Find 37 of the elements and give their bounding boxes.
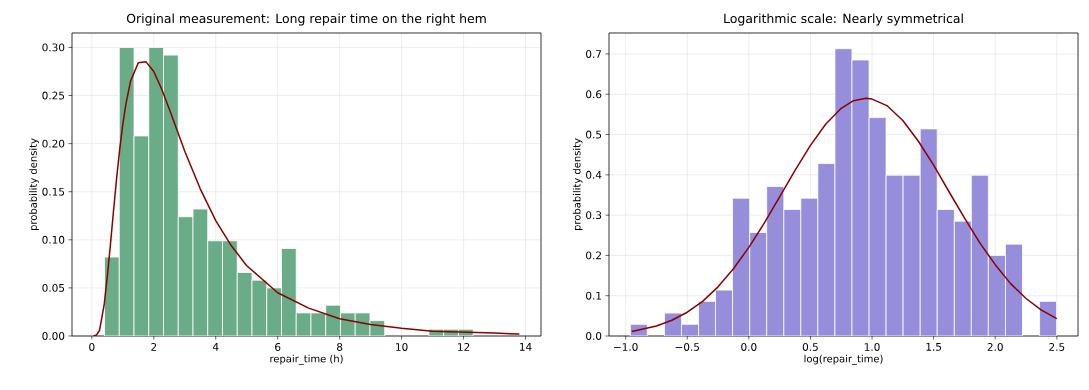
y-tick-label: 0.1 [586,291,602,300]
chart-title: Logarithmic scale: Nearly symmetrical [724,13,963,26]
y-tick-label: 0.05 [42,283,65,292]
x-tick-label: 2.5 [1049,343,1065,351]
x-tick-label: 1.5 [926,343,942,351]
y-tick-label: 0.3 [586,211,602,220]
x-tick-label: 0.5 [802,343,818,351]
x-tick-label: 12 [458,343,470,351]
y-axis-title: probability density [29,138,39,231]
x-tick-label: −0.5 [675,343,700,351]
x-axis-title: log(repair_time) [804,354,883,365]
y-tick-label: 0.20 [42,139,65,148]
y-tick-label: 0.2 [586,251,601,260]
y-tick-label: 0.6 [586,90,602,99]
y-tick-label: 0.00 [42,332,65,340]
y-tick-label: 0.5 [586,130,602,139]
y-tick-label: 0.15 [42,187,65,196]
x-tick-label: 1.0 [864,343,880,351]
x-tick-label: 0.0 [741,343,757,351]
x-tick-label: −1.0 [614,343,638,351]
x-tick-label: 2 [151,343,157,351]
y-tick-label: 0.0 [586,332,602,340]
y-tick-label: 0.10 [42,235,65,244]
y-tick-label: 0.25 [42,91,65,100]
x-axis-title: repair_time (h) [270,354,343,365]
y-tick-label: 0.30 [42,43,65,52]
y-tick-label: 0.4 [586,170,602,179]
x-tick-label: 0 [89,343,95,351]
x-tick-label: 2.0 [987,343,1003,351]
x-tick-label: 10 [396,343,408,351]
y-tick-label: 0.7 [586,49,602,58]
x-tick-label: 14 [520,343,532,351]
chart-title: Original measurement: Long repair time on the right hem [126,13,486,26]
x-tick-label: 4 [212,343,219,351]
x-tick-label: 8 [337,343,343,351]
x-tick-label: 6 [275,343,281,351]
y-axis-title: probability density [572,138,583,231]
